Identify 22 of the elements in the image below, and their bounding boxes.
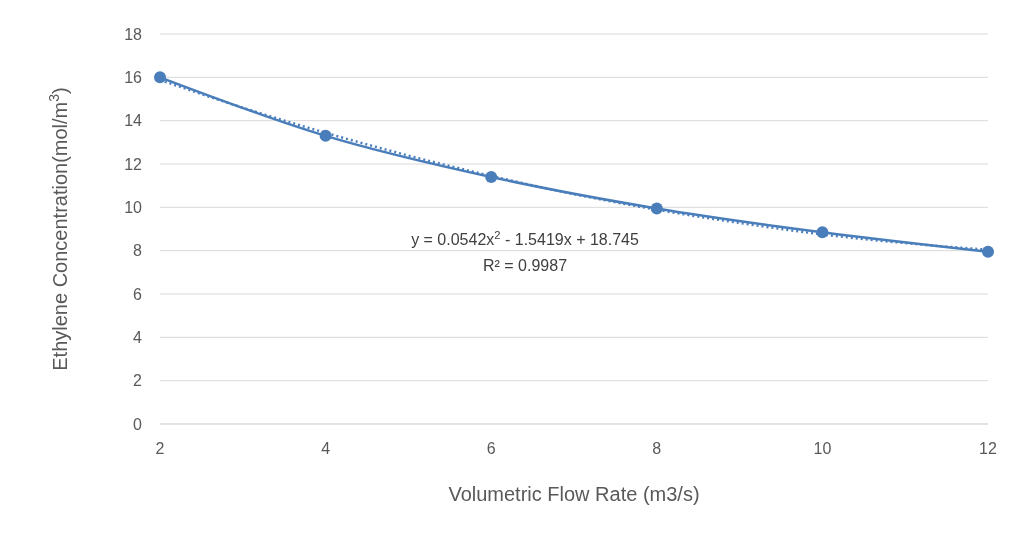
x-tick-label: 12: [979, 440, 997, 457]
x-tick-label: 10: [813, 440, 832, 457]
y-tick-label: 18: [124, 25, 143, 43]
y-tick-label: 10: [124, 198, 143, 216]
y-tick-label: 4: [133, 328, 143, 346]
annotation: y = 0.0542x$^{2}$ - 1.5419x + 18.745: [411, 229, 639, 248]
y-tick-label: 14: [124, 112, 143, 130]
point: [982, 245, 994, 258]
y-tick-label: 8: [133, 242, 143, 260]
y-tick-label: 16: [124, 68, 143, 86]
y-tick-label: 2: [133, 372, 143, 390]
y-tick-label: 12: [124, 155, 143, 173]
x-axis-title: Volumetric Flow Rate (m3/s): [448, 483, 700, 505]
x-tick-label: 6: [486, 440, 496, 457]
annotation: R² = 0.9987: [482, 257, 568, 274]
point: [485, 171, 498, 183]
point: [154, 71, 166, 84]
x-tick-label: 4: [321, 440, 331, 457]
x-tick-label: 8: [652, 440, 662, 457]
y-tick-label: 0: [133, 415, 143, 433]
y-tick-label: 6: [133, 285, 143, 303]
x-tick-label: 2: [155, 440, 165, 457]
